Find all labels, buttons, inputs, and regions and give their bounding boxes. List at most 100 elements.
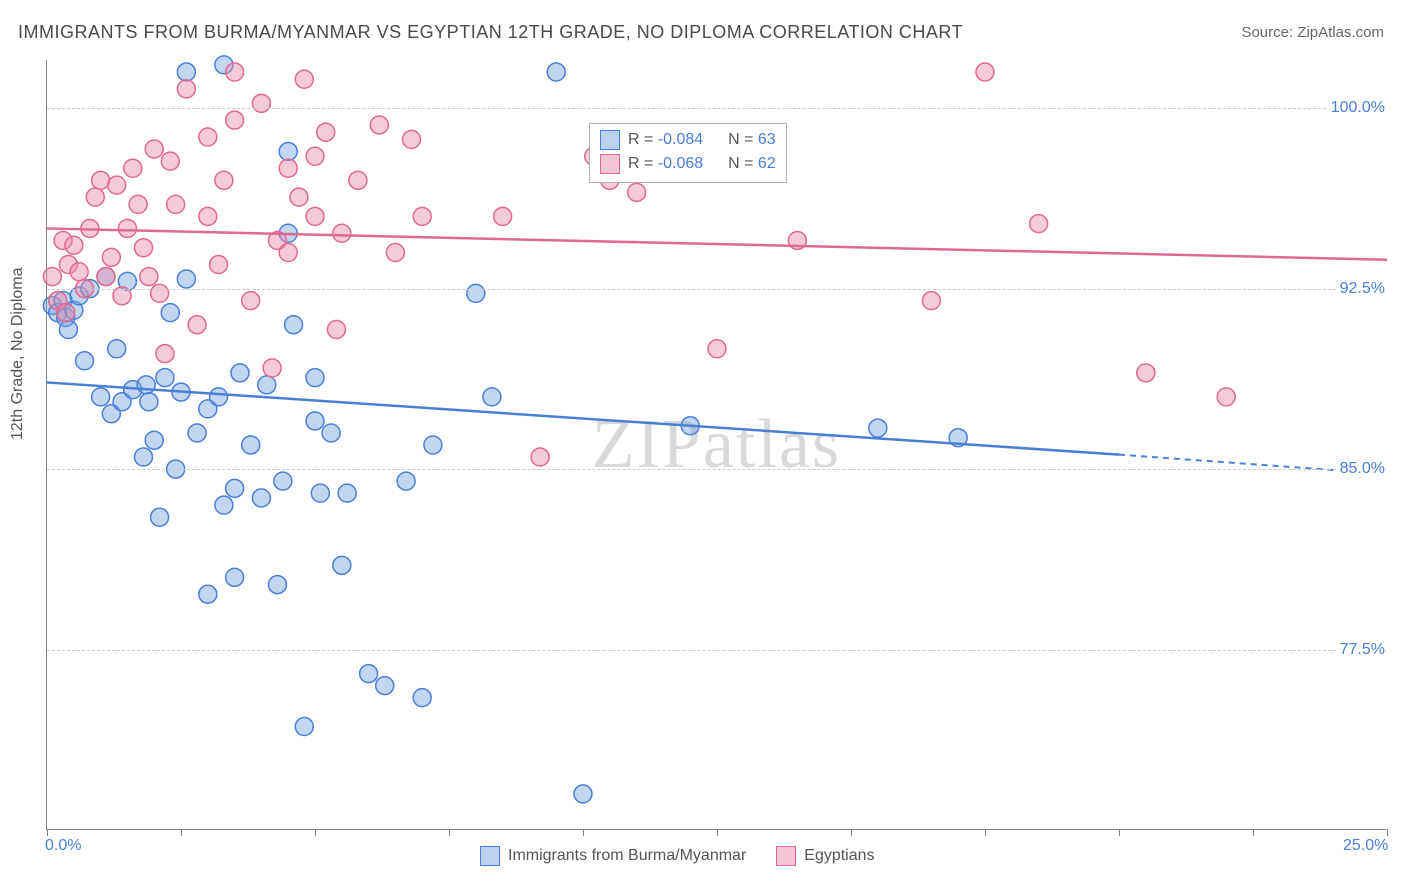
scatter-point-egypt xyxy=(226,63,244,81)
scatter-point-burma xyxy=(188,424,206,442)
scatter-point-burma xyxy=(145,431,163,449)
scatter-point-burma xyxy=(306,412,324,430)
scatter-point-burma xyxy=(140,393,158,411)
scatter-point-burma xyxy=(547,63,565,81)
scatter-point-egypt xyxy=(108,176,126,194)
scatter-point-burma xyxy=(231,364,249,382)
scatter-point-burma xyxy=(258,376,276,394)
scatter-point-egypt xyxy=(242,292,260,310)
scatter-point-burma xyxy=(397,472,415,490)
scatter-point-burma xyxy=(285,316,303,334)
scatter-point-egypt xyxy=(349,171,367,189)
scatter-point-burma xyxy=(279,142,297,160)
x-tick xyxy=(1253,829,1254,836)
x-tick xyxy=(851,829,852,836)
scatter-point-burma xyxy=(252,489,270,507)
scatter-point-burma xyxy=(338,484,356,502)
scatter-point-egypt xyxy=(199,128,217,146)
y-tick-label: 77.5% xyxy=(1337,640,1388,660)
x-tick xyxy=(1387,829,1388,836)
y-axis-label: 12th Grade, No Diploma xyxy=(9,267,27,440)
legend-n: N = 63 xyxy=(728,128,776,152)
scatter-point-burma xyxy=(108,340,126,358)
legend-swatch xyxy=(480,846,500,866)
scatter-point-egypt xyxy=(1030,215,1048,233)
scatter-point-egypt xyxy=(402,130,420,148)
scatter-point-burma xyxy=(226,568,244,586)
scatter-point-burma xyxy=(869,419,887,437)
scatter-point-burma xyxy=(137,376,155,394)
x-tick xyxy=(47,829,48,836)
scatter-point-egypt xyxy=(140,268,158,286)
grid-line xyxy=(47,650,1386,651)
scatter-point-egypt xyxy=(215,171,233,189)
scatter-point-egypt xyxy=(188,316,206,334)
scatter-point-burma xyxy=(574,785,592,803)
legend-swatch xyxy=(600,154,620,174)
scatter-point-egypt xyxy=(129,195,147,213)
legend-n: N = 62 xyxy=(728,152,776,176)
x-tick-label: 25.0% xyxy=(1343,837,1388,855)
scatter-point-burma xyxy=(322,424,340,442)
y-tick-label: 100.0% xyxy=(1328,98,1388,118)
scatter-point-egypt xyxy=(290,188,308,206)
legend-series-item: Immigrants from Burma/Myanmar xyxy=(480,846,746,866)
x-tick xyxy=(583,829,584,836)
legend-r: R = -0.068 xyxy=(628,152,703,176)
scatter-point-egypt xyxy=(263,359,281,377)
x-tick xyxy=(315,829,316,836)
y-tick-label: 92.5% xyxy=(1337,279,1388,299)
scatter-point-egypt xyxy=(92,171,110,189)
scatter-point-egypt xyxy=(279,159,297,177)
scatter-point-burma xyxy=(295,718,313,736)
scatter-point-egypt xyxy=(167,195,185,213)
scatter-point-burma xyxy=(274,472,292,490)
scatter-point-burma xyxy=(306,369,324,387)
scatter-point-egypt xyxy=(102,248,120,266)
legend-series-item: Egyptians xyxy=(776,846,874,866)
grid-line xyxy=(47,469,1386,470)
scatter-point-egypt xyxy=(177,80,195,98)
x-tick-label: 0.0% xyxy=(45,837,81,855)
scatter-point-burma xyxy=(483,388,501,406)
scatter-point-egypt xyxy=(151,284,169,302)
scatter-point-burma xyxy=(177,63,195,81)
scatter-point-egypt xyxy=(708,340,726,358)
scatter-point-egypt xyxy=(1137,364,1155,382)
scatter-point-egypt xyxy=(70,263,88,281)
scatter-point-burma xyxy=(92,388,110,406)
scatter-point-burma xyxy=(311,484,329,502)
scatter-point-egypt xyxy=(306,147,324,165)
chart-title: IMMIGRANTS FROM BURMA/MYANMAR VS EGYPTIA… xyxy=(18,22,963,43)
scatter-point-egypt xyxy=(226,111,244,129)
scatter-point-egypt xyxy=(252,94,270,112)
scatter-point-egypt xyxy=(327,321,345,339)
grid-line xyxy=(47,289,1386,290)
scatter-point-egypt xyxy=(413,207,431,225)
egypt-trend xyxy=(47,228,1387,259)
legend-correlation-row: R = -0.084 N = 63 xyxy=(600,128,776,152)
scatter-point-egypt xyxy=(65,236,83,254)
scatter-point-egypt xyxy=(976,63,994,81)
scatter-point-egypt xyxy=(279,244,297,262)
scatter-point-burma xyxy=(177,270,195,288)
scatter-point-egypt xyxy=(86,188,104,206)
legend-r: R = -0.084 xyxy=(628,128,703,152)
scatter-point-egypt xyxy=(97,268,115,286)
scatter-point-egypt xyxy=(333,224,351,242)
scatter-point-burma xyxy=(210,388,228,406)
scatter-point-egypt xyxy=(161,152,179,170)
scatter-point-egypt xyxy=(628,183,646,201)
scatter-point-burma xyxy=(268,576,286,594)
scatter-point-burma xyxy=(333,556,351,574)
legend-correlation: R = -0.084 N = 63R = -0.068 N = 62 xyxy=(589,123,787,183)
x-tick xyxy=(181,829,182,836)
chart-container: IMMIGRANTS FROM BURMA/MYANMAR VS EGYPTIA… xyxy=(0,0,1406,892)
scatter-point-burma xyxy=(413,689,431,707)
scatter-point-egypt xyxy=(386,244,404,262)
x-tick xyxy=(717,829,718,836)
scatter-point-burma xyxy=(76,352,94,370)
scatter-point-egypt xyxy=(124,159,142,177)
scatter-point-egypt xyxy=(199,207,217,225)
plot-area: ZIPatlas R = -0.084 N = 63R = -0.068 N =… xyxy=(46,60,1386,830)
